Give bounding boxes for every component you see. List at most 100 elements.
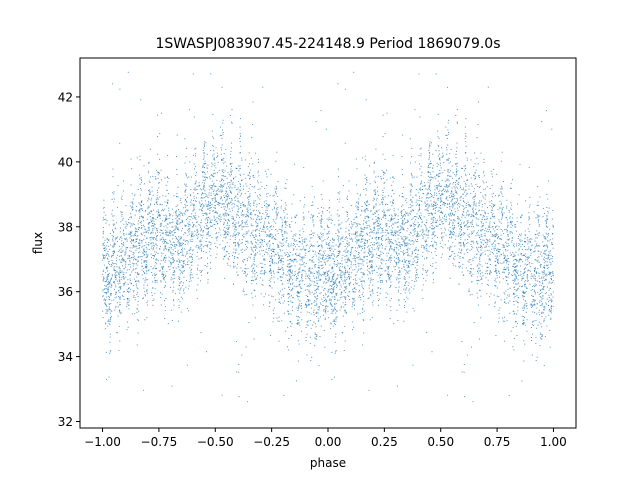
data-point	[548, 251, 550, 253]
data-point	[260, 216, 262, 218]
data-point	[369, 254, 371, 255]
data-point	[311, 186, 313, 188]
data-point	[527, 280, 529, 282]
data-point	[428, 152, 430, 153]
data-point	[183, 292, 185, 294]
data-point	[447, 144, 449, 146]
data-point	[114, 228, 116, 230]
data-point	[188, 109, 190, 111]
data-point	[367, 200, 368, 202]
data-point	[486, 239, 488, 241]
data-point	[246, 223, 248, 225]
data-point	[448, 206, 450, 208]
data-point	[501, 187, 503, 189]
data-point	[478, 235, 480, 237]
data-point	[374, 226, 375, 228]
data-point	[130, 201, 132, 203]
data-point	[222, 175, 224, 177]
data-point	[337, 245, 339, 247]
data-point	[249, 176, 251, 178]
data-point	[546, 226, 548, 228]
data-point	[513, 255, 515, 257]
data-point	[252, 246, 254, 248]
data-point	[406, 271, 408, 273]
data-point	[371, 231, 373, 233]
data-point	[461, 267, 463, 269]
data-point	[223, 162, 225, 164]
data-point	[111, 255, 113, 257]
data-point	[433, 216, 434, 218]
data-point	[372, 213, 374, 215]
data-point	[385, 246, 387, 248]
data-point	[460, 199, 462, 201]
data-point	[293, 260, 295, 262]
data-point	[266, 209, 268, 211]
data-point	[446, 138, 448, 139]
data-point	[414, 233, 416, 235]
data-point	[139, 239, 141, 241]
data-point	[429, 186, 431, 188]
data-point	[313, 281, 315, 283]
data-point	[299, 271, 301, 273]
data-point	[299, 234, 301, 236]
data-point	[134, 268, 136, 270]
data-point	[328, 278, 330, 280]
data-point	[434, 192, 435, 194]
data-point	[175, 267, 177, 269]
data-point	[174, 229, 176, 231]
data-point	[454, 187, 456, 189]
data-point	[436, 204, 438, 206]
data-point	[519, 234, 521, 236]
data-point	[289, 259, 291, 261]
data-point	[238, 396, 240, 398]
data-point	[508, 268, 509, 270]
data-point	[114, 266, 116, 268]
data-point	[148, 227, 150, 229]
data-point	[496, 272, 498, 274]
data-point	[495, 335, 497, 336]
data-point	[165, 241, 166, 242]
data-point	[396, 231, 398, 233]
data-point	[124, 251, 126, 253]
data-point	[312, 232, 314, 234]
data-point	[328, 255, 330, 257]
data-point	[258, 246, 260, 248]
data-point	[239, 189, 241, 191]
data-point	[235, 233, 237, 235]
data-point	[146, 267, 148, 269]
data-point	[378, 287, 379, 289]
data-point	[439, 242, 441, 244]
data-point	[134, 313, 136, 315]
data-point	[345, 251, 347, 253]
data-point	[410, 210, 412, 212]
data-point	[529, 239, 531, 241]
data-point	[419, 230, 421, 232]
data-point	[467, 215, 469, 217]
data-point	[381, 202, 383, 204]
data-point	[540, 266, 541, 268]
data-point	[284, 216, 286, 218]
data-point	[263, 273, 265, 275]
data-point	[346, 243, 348, 244]
data-point	[412, 240, 414, 242]
data-point	[550, 317, 552, 319]
data-point	[550, 250, 551, 252]
data-point	[428, 234, 429, 236]
data-point	[271, 225, 272, 227]
data-point	[432, 225, 434, 227]
data-point	[486, 243, 488, 245]
data-point	[475, 176, 477, 178]
data-point	[102, 219, 104, 221]
data-point	[209, 241, 211, 243]
data-point	[139, 203, 141, 205]
data-point	[316, 271, 317, 273]
data-point	[177, 254, 179, 256]
data-point	[403, 240, 405, 242]
data-point	[473, 174, 474, 176]
data-point	[287, 266, 289, 267]
data-point	[146, 270, 147, 272]
data-point	[371, 267, 373, 269]
data-point	[522, 278, 524, 280]
data-point	[148, 226, 150, 228]
